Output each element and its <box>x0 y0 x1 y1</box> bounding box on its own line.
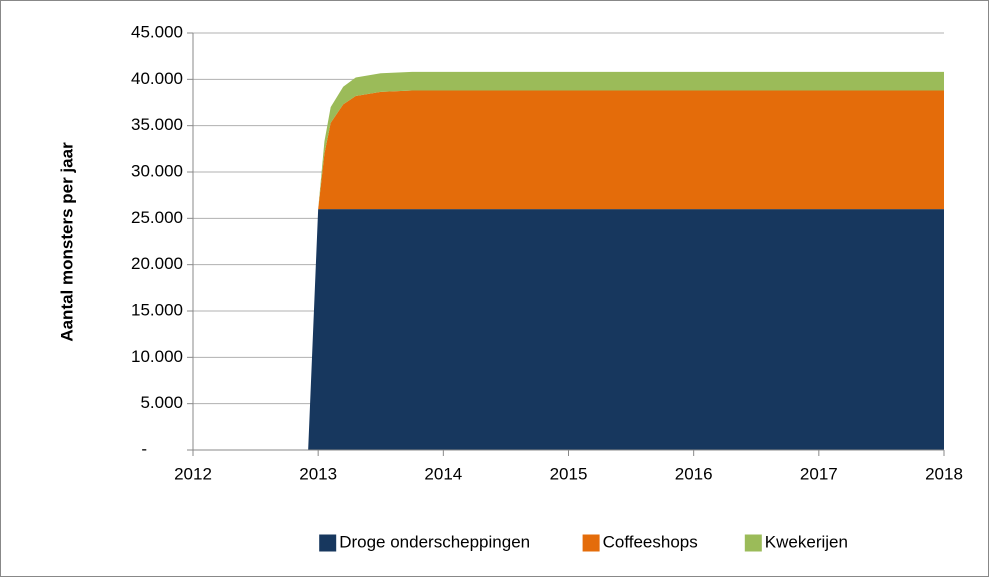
y-tick-label: 20.000 <box>131 254 183 273</box>
y-tick-label: 5.000 <box>140 393 183 412</box>
y-tick-label: 25.000 <box>131 208 183 227</box>
x-tick-label: 2014 <box>424 464 462 483</box>
y-tick-label: 30.000 <box>131 161 183 180</box>
y-axis-title: Aantal monsters per jaar <box>57 142 76 342</box>
x-tick-label: 2018 <box>925 464 963 483</box>
legend-label: Kwekerijen <box>765 532 848 551</box>
x-tick-label: 2017 <box>800 464 838 483</box>
y-tick-label: 35.000 <box>131 115 183 134</box>
legend-label: Coffeeshops <box>603 532 698 551</box>
y-tick-label: 15.000 <box>131 300 183 319</box>
x-tick-label: 2013 <box>299 464 337 483</box>
x-tick-label: 2012 <box>174 464 212 483</box>
legend-swatch <box>582 534 600 552</box>
y-tick-label: 40.000 <box>131 69 183 88</box>
x-tick-label: 2015 <box>550 464 588 483</box>
legend-swatch <box>319 534 337 552</box>
area <box>193 90 944 450</box>
y-tick-label: 45.000 <box>131 22 183 41</box>
y-tick-label: 10.000 <box>131 347 183 366</box>
x-tick-label: 2016 <box>675 464 713 483</box>
y-tick-label: - <box>141 439 147 458</box>
area <box>193 209 944 450</box>
legend-label: Droge onderscheppingen <box>339 532 530 551</box>
legend-swatch <box>744 534 762 552</box>
